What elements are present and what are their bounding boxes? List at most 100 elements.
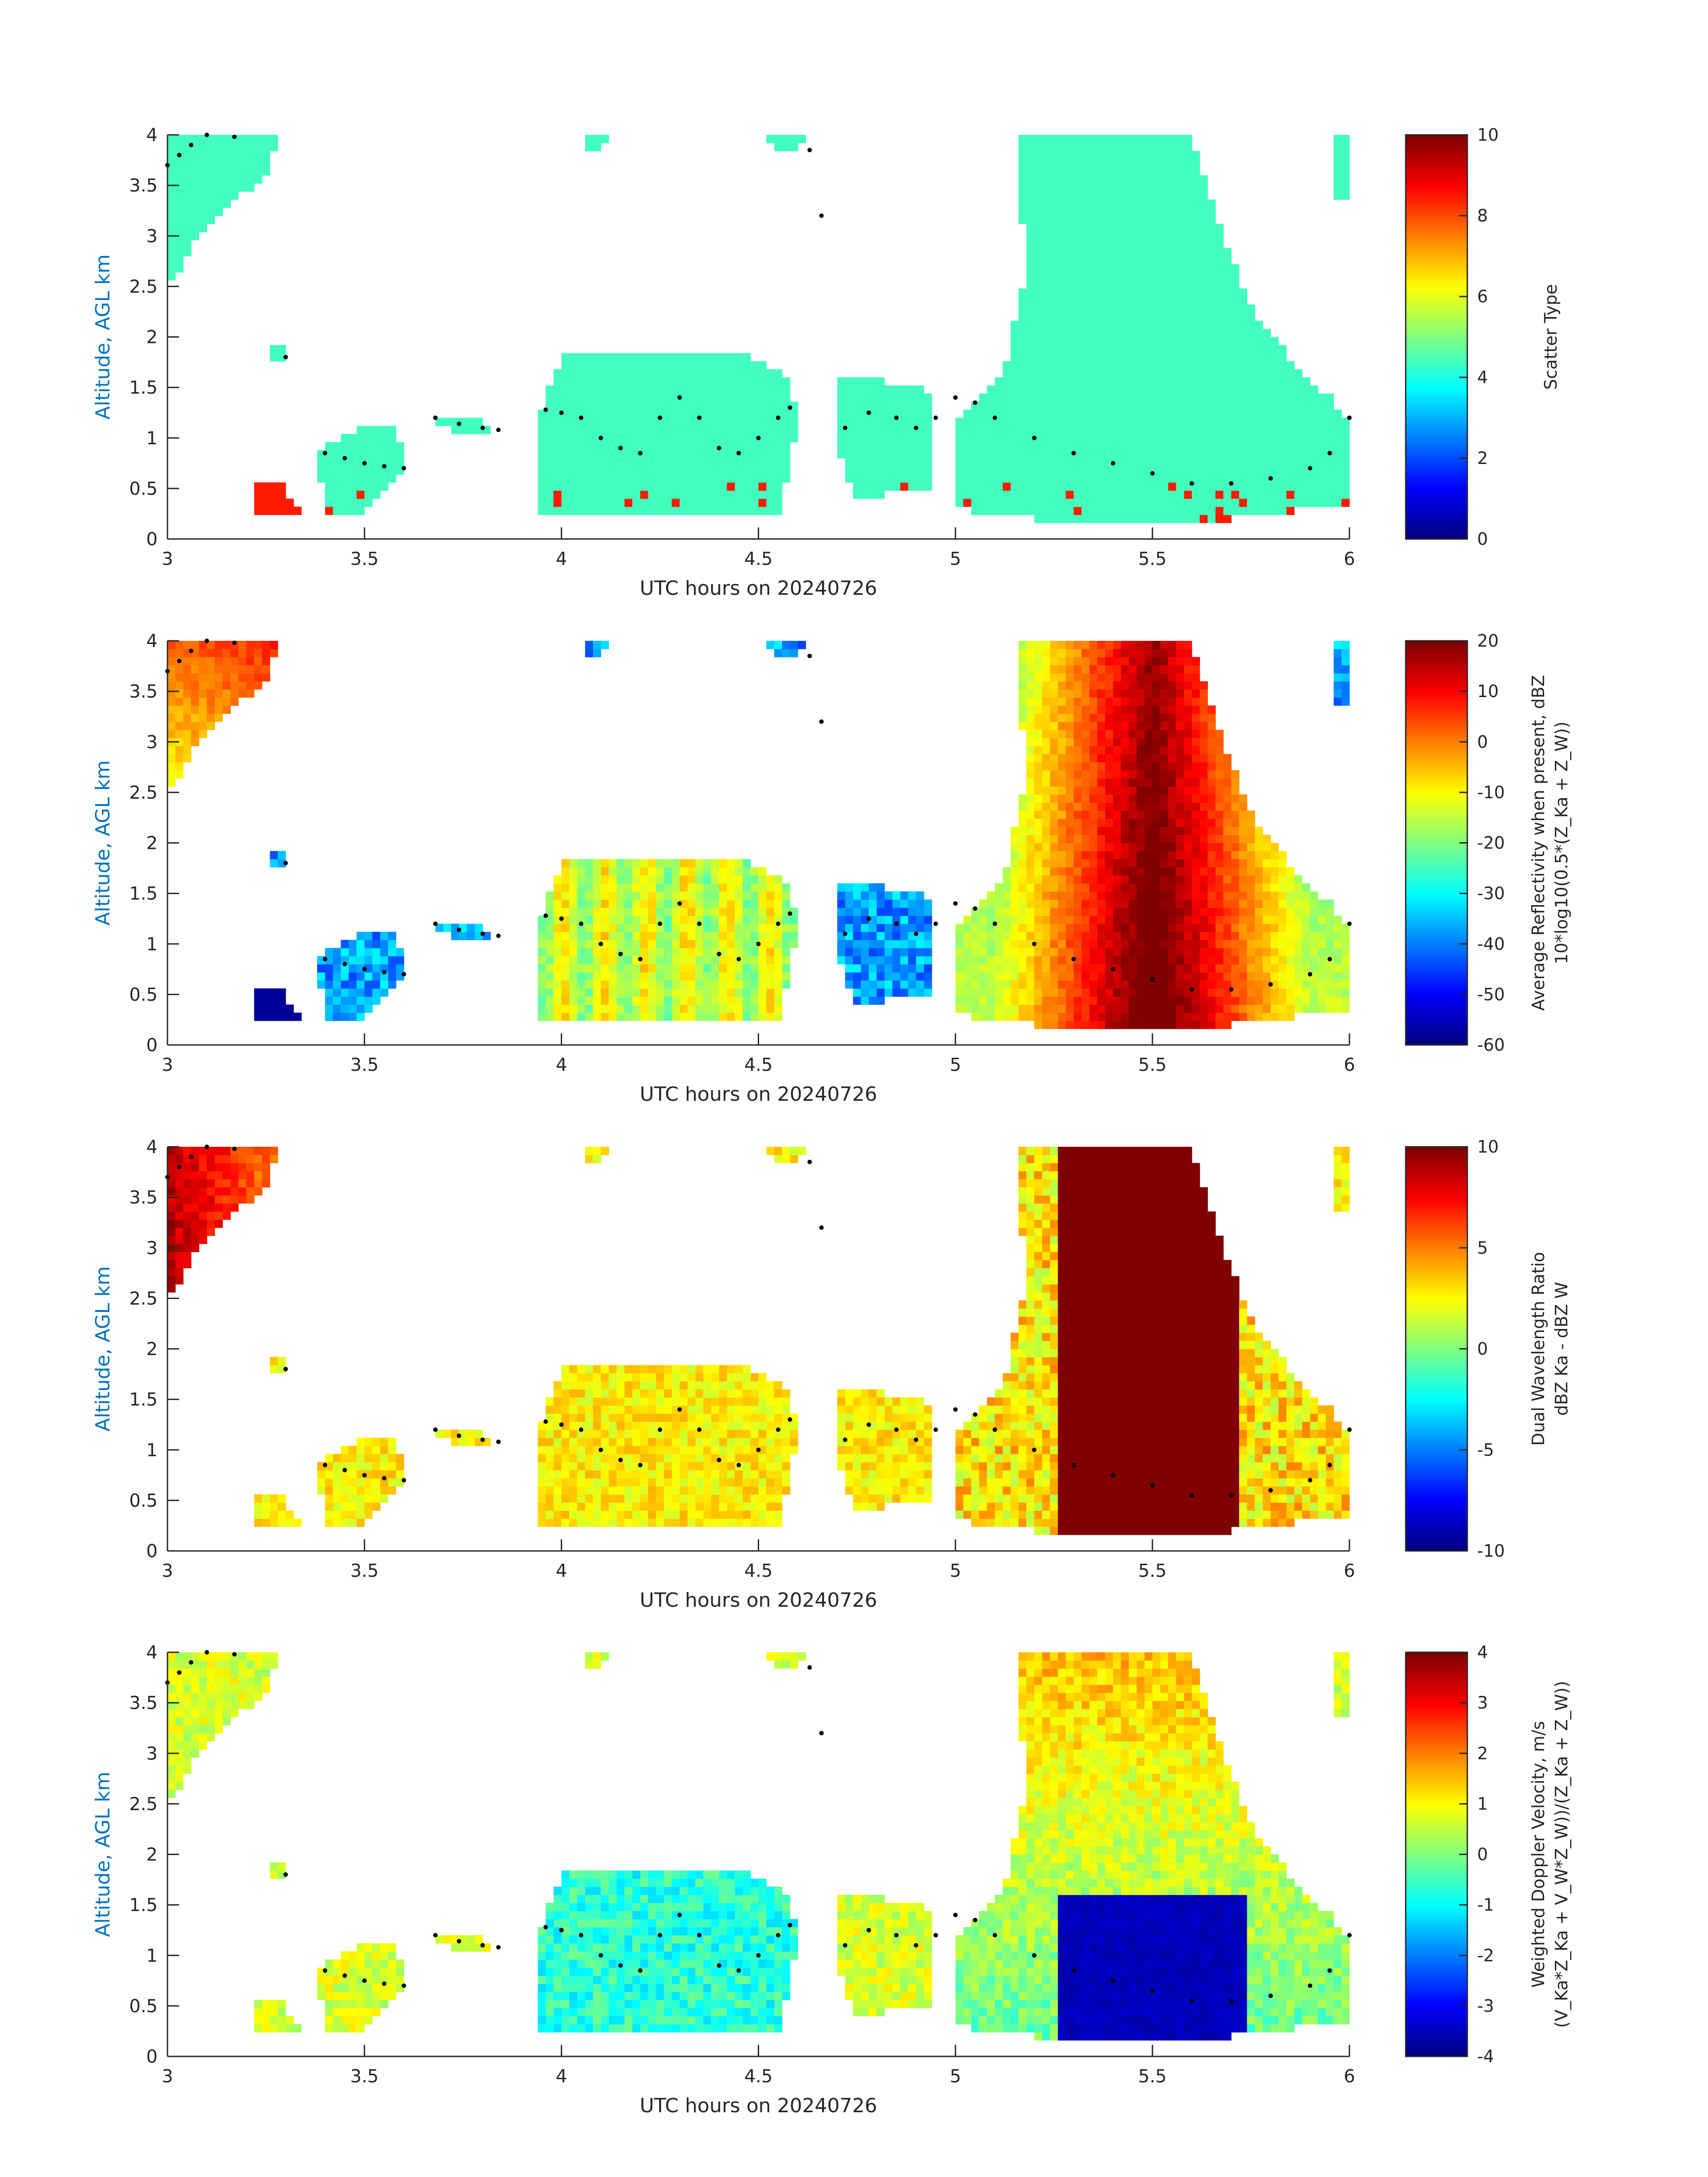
heatmap-cell	[1105, 956, 1114, 965]
heatmap-cell	[175, 159, 184, 167]
colorbar-step	[1406, 256, 1467, 260]
heatmap-cell	[1121, 802, 1129, 811]
heatmap-cell	[553, 972, 562, 981]
heatmap-cell	[877, 988, 885, 997]
heatmap-cell	[987, 426, 995, 435]
heatmap-cell	[1270, 482, 1279, 491]
heatmap-cell	[1136, 697, 1145, 706]
heatmap-cell	[1089, 305, 1098, 313]
heatmap-cell	[1128, 151, 1137, 159]
heatmap-cell	[1326, 442, 1334, 451]
heatmap-cell	[877, 915, 885, 924]
heatmap-cell	[1144, 932, 1153, 940]
heatmap-cell	[1341, 183, 1350, 192]
heatmap-cell	[1128, 272, 1137, 281]
heatmap-cell	[648, 1012, 656, 1021]
heatmap-cell	[1310, 426, 1319, 435]
heatmap-cell	[987, 923, 995, 932]
heatmap-cell	[750, 506, 759, 515]
heatmap-cell	[1231, 506, 1240, 515]
heatmap-cell	[1089, 988, 1098, 997]
heatmap-cell	[687, 466, 696, 475]
heatmap-cell	[750, 474, 759, 483]
heatmap-cell	[207, 689, 215, 698]
heatmap-cell	[1184, 385, 1192, 394]
heatmap-cell	[1176, 409, 1185, 418]
heatmap-cell	[1136, 442, 1145, 451]
heatmap-cell	[877, 458, 885, 467]
heatmap-cell	[1050, 915, 1058, 924]
heatmap-cell	[987, 996, 995, 1005]
heatmap-cell	[656, 980, 664, 989]
heatmap-cell	[987, 418, 995, 426]
heatmap-cell	[1247, 490, 1255, 499]
heatmap-cell	[1223, 401, 1232, 410]
heatmap-cell	[585, 361, 593, 370]
heatmap-cell	[1152, 940, 1161, 949]
heatmap-cell	[609, 867, 617, 876]
heatmap-cell	[687, 964, 696, 973]
heatmap-cell	[719, 458, 727, 467]
heatmap-cell	[1128, 883, 1137, 892]
heatmap-cell	[1089, 426, 1098, 435]
heatmap-cell	[892, 899, 901, 908]
heatmap-cell	[585, 883, 593, 892]
heatmap-cell	[553, 474, 562, 483]
heatmap-cell	[1302, 434, 1311, 443]
heatmap-cell	[1160, 305, 1169, 313]
heatmap-cell	[435, 923, 444, 932]
heatmap-cell	[1058, 256, 1066, 265]
heatmap-cell	[860, 940, 869, 949]
heatmap-cell	[1176, 458, 1185, 467]
heatmap-cell	[1113, 915, 1121, 924]
heatmap-cell	[577, 988, 585, 997]
heatmap-cell	[892, 393, 901, 402]
heatmap-cell	[577, 972, 585, 981]
heatmap-cell	[1082, 964, 1090, 973]
heatmap-cell	[1160, 280, 1169, 289]
heatmap-cell	[348, 474, 357, 483]
heatmap-cell	[1121, 948, 1129, 957]
heatmap-cell	[356, 442, 365, 451]
heatmap-cell	[900, 988, 909, 997]
heatmap-cell	[285, 1004, 294, 1013]
heatmap-cell	[987, 932, 995, 940]
heatmap-cell	[1065, 224, 1074, 232]
heatmap-cell	[1176, 272, 1185, 281]
heatmap-cell	[1326, 393, 1334, 402]
heatmap-cell	[1184, 426, 1192, 435]
heatmap-cell	[624, 450, 633, 459]
heatmap-cell	[766, 450, 775, 459]
heatmap-cell	[877, 409, 885, 418]
heatmap-cell	[1042, 980, 1051, 989]
heatmap-cell	[837, 450, 846, 459]
heatmap-cell	[1318, 393, 1326, 402]
heatmap-cell	[1136, 393, 1145, 402]
heatmap-cell	[1073, 891, 1082, 900]
heatmap-cell	[1136, 923, 1145, 932]
heatmap-cell	[1113, 923, 1121, 932]
heatmap-cell	[750, 867, 759, 876]
heatmap-cell	[924, 401, 932, 410]
heatmap-cell	[380, 980, 388, 989]
colorbar-step	[1406, 354, 1467, 358]
heatmap-cell	[664, 988, 672, 997]
heatmap-cell	[1065, 964, 1074, 973]
colorbar-step	[1406, 431, 1467, 435]
heatmap-cell	[1255, 329, 1263, 338]
heatmap-cell	[1128, 361, 1137, 370]
heatmap-cell	[1144, 827, 1153, 835]
heatmap-cell	[703, 891, 712, 900]
heatmap-cell	[1184, 191, 1192, 200]
heatmap-cell	[687, 875, 696, 884]
heatmap-cell	[687, 482, 696, 491]
heatmap-cell	[1113, 175, 1121, 184]
heatmap-cell	[1073, 1012, 1082, 1021]
heatmap-cell	[569, 434, 578, 443]
heatmap-cell	[372, 996, 381, 1005]
heatmap-cell	[1326, 458, 1334, 467]
heatmap-cell	[1105, 329, 1114, 338]
colorbar-step	[1406, 179, 1467, 183]
heatmap-cell	[1058, 956, 1066, 965]
heatmap-cell	[1152, 932, 1161, 940]
